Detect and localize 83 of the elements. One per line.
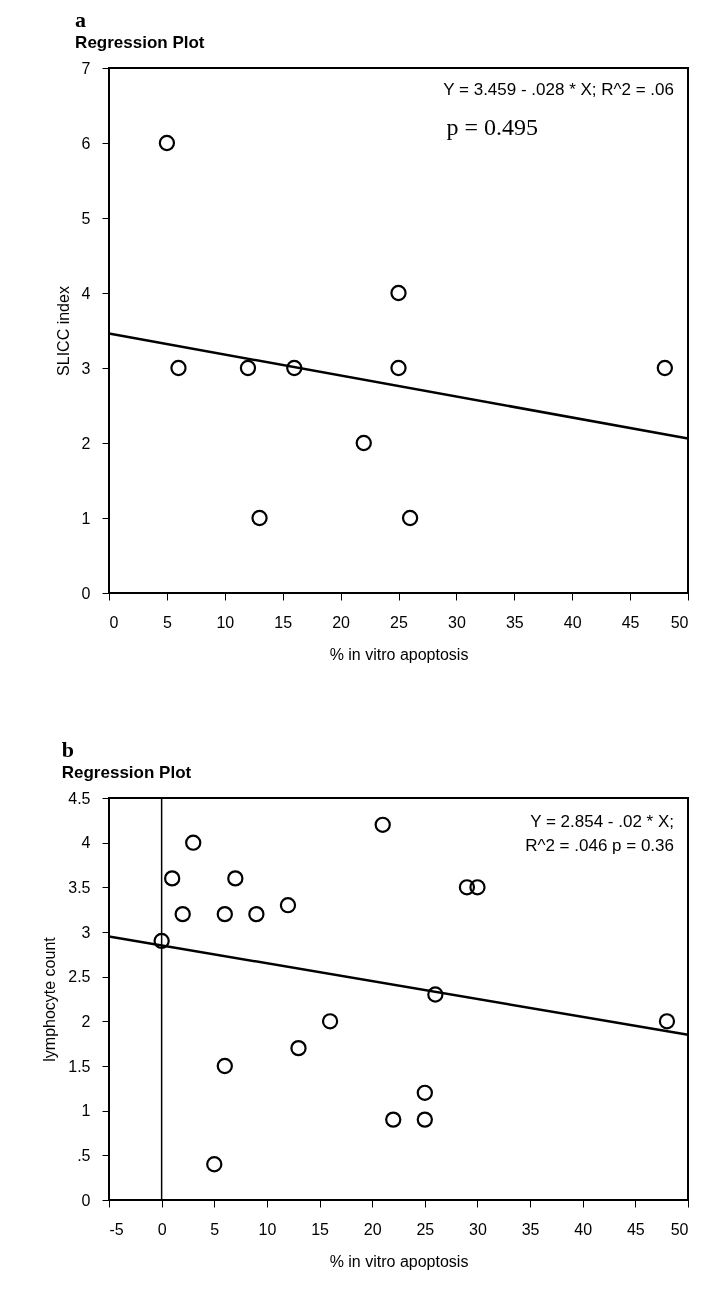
y-tick-label: 4	[81, 284, 91, 302]
x-tick-label: 35	[521, 1220, 540, 1238]
x-tick-label: 30	[448, 613, 466, 631]
y-tick-label: 3.5	[68, 878, 91, 896]
y-tick-label: .5	[77, 1146, 91, 1164]
y-tick-label: 3	[81, 923, 91, 941]
x-tick-label: 25	[390, 613, 408, 631]
point	[390, 359, 407, 377]
y-tick-label: 2.5	[68, 968, 91, 986]
point	[158, 134, 176, 152]
point	[416, 1111, 433, 1128]
annotation: Y = 2.854 - .02 * X;	[530, 812, 674, 831]
point	[286, 359, 303, 377]
point	[185, 834, 202, 851]
x-tick-label: -5	[109, 1220, 124, 1238]
x-tick-label: 50	[670, 1220, 689, 1238]
chart-title: a	[75, 7, 87, 32]
x-tick-label: 0	[109, 613, 119, 631]
x-tick-label: 10	[258, 1220, 277, 1238]
x-tick-label: 35	[505, 613, 524, 631]
y-tick-label: 2	[81, 1012, 91, 1030]
y-tick-label: 3	[81, 359, 91, 377]
chart-subtitle: Regression Plot	[75, 33, 205, 52]
x-tick-label: 15	[311, 1220, 330, 1238]
y-axis-title: SLICC index	[54, 286, 72, 376]
point	[355, 434, 372, 452]
x-tick-label: 10	[216, 613, 235, 631]
x-tick-label: 40	[563, 613, 582, 631]
point	[153, 932, 170, 950]
x-tick-label: 50	[670, 613, 689, 631]
y-tick-label: 1	[81, 1102, 91, 1120]
point	[216, 905, 233, 923]
point	[239, 359, 257, 377]
point	[290, 1039, 307, 1057]
x-tick-label: 40	[574, 1220, 593, 1238]
point	[469, 879, 486, 896]
point	[385, 1111, 402, 1128]
x-tick-label: 20	[363, 1220, 382, 1238]
y-tick-label: 0	[81, 1191, 91, 1209]
point	[427, 986, 444, 1003]
x-tick-label: 45	[621, 613, 640, 631]
point	[401, 509, 419, 527]
point	[279, 897, 297, 914]
x-axis-title: % in vitro apoptosis	[329, 645, 469, 663]
x-tick-label: 45	[626, 1220, 645, 1238]
x-tick-label: 0	[157, 1220, 167, 1238]
point	[206, 1156, 223, 1173]
chart-title: b	[61, 737, 75, 762]
x-axis-title: % in vitro apoptosis	[329, 1252, 469, 1270]
x-tick-label: 20	[332, 613, 351, 631]
y-tick-label: 5	[81, 209, 91, 227]
x-tick-label: 5	[210, 1220, 220, 1238]
x-tick-label: 30	[469, 1220, 487, 1238]
x-tick-label: 15	[274, 613, 293, 631]
y-tick-label: 2	[81, 434, 91, 452]
y-tick-label: 4	[81, 834, 91, 852]
y-tick-label: 7	[81, 59, 91, 77]
point	[170, 359, 187, 377]
point	[248, 905, 265, 923]
x-tick-label: 5	[162, 613, 172, 631]
point	[656, 359, 674, 377]
point	[416, 1084, 433, 1101]
point	[458, 879, 476, 896]
point	[658, 1013, 676, 1030]
point	[321, 1013, 339, 1030]
y-tick-label: 6	[81, 134, 91, 152]
point	[374, 816, 391, 833]
y-tick-label: 1	[81, 509, 91, 527]
y-axis-title: lymphocyte count	[41, 936, 59, 1062]
y-tick-label: 4.5	[68, 789, 91, 807]
y-tick-label: 1.5	[68, 1057, 91, 1075]
point	[227, 870, 244, 887]
x-tick-label: 25	[416, 1220, 435, 1238]
point	[163, 870, 181, 887]
annotation: Y = 3.459 - .028 * X; R^2 = .06	[443, 80, 674, 99]
chart-subtitle: Regression Plot	[61, 763, 192, 782]
annotation: p = 0.495	[446, 114, 538, 140]
y-tick-label: 0	[81, 584, 91, 602]
point	[174, 905, 191, 923]
annotation: R^2 = .046 p = 0.36	[525, 836, 674, 855]
point	[251, 509, 268, 527]
point	[390, 284, 407, 302]
point	[216, 1057, 233, 1075]
